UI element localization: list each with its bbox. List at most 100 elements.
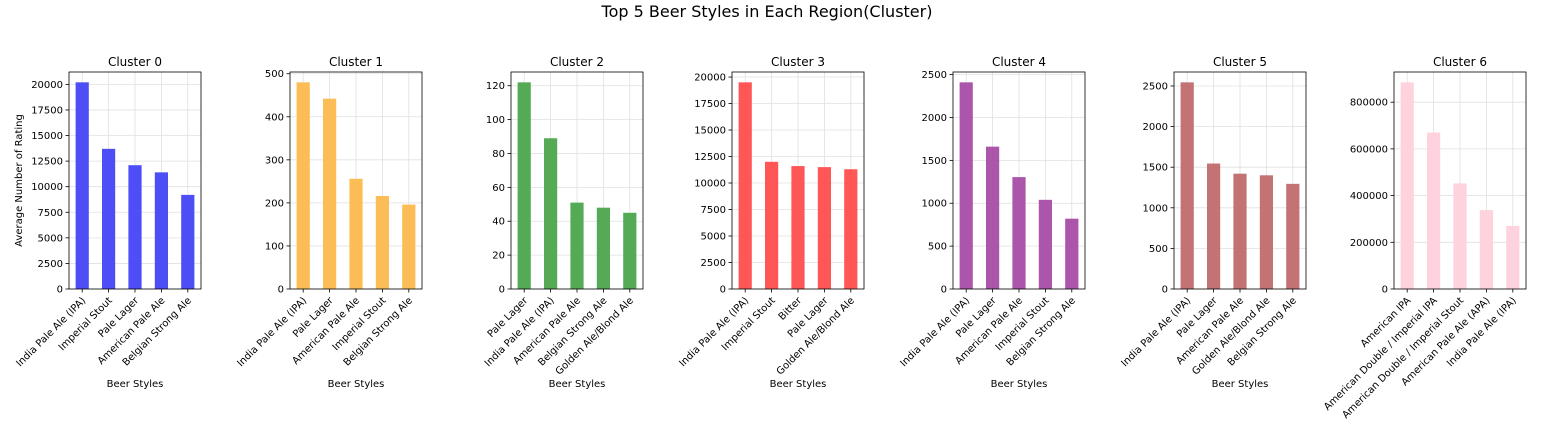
- y-tick-label: 400: [265, 112, 284, 123]
- panel-title: Cluster 2: [550, 55, 604, 69]
- y-tick-label: 2500: [922, 70, 947, 81]
- bar-3-0: [738, 82, 752, 289]
- chart-panel-0: 02500500075001000012500150001750020000In…: [14, 55, 202, 390]
- bar-5-0: [1180, 82, 1194, 289]
- y-tick-label: 500: [1149, 244, 1168, 255]
- y-tick-label: 1000: [922, 199, 947, 210]
- y-tick-label: 200: [265, 198, 284, 209]
- bar-1-1: [323, 98, 337, 289]
- bar-0-1: [102, 148, 116, 289]
- bar-4-0: [959, 82, 973, 289]
- y-tick-label: 5000: [38, 233, 63, 244]
- y-tick-label: 17500: [694, 99, 726, 110]
- x-axis-label: Beer Styles: [1212, 379, 1269, 390]
- y-tick-label: 12500: [31, 157, 63, 168]
- bar-1-4: [402, 204, 416, 289]
- y-tick-label: 20000: [694, 73, 726, 84]
- bar-4-3: [1038, 199, 1052, 289]
- y-tick-label: 80: [492, 149, 505, 160]
- panel-title: Cluster 4: [992, 55, 1046, 69]
- bar-3-1: [765, 161, 779, 289]
- chart-panel-3: 02500500075001000012500150001750020000In…: [677, 55, 865, 390]
- y-tick-label: 10000: [694, 179, 726, 190]
- bar-5-3: [1259, 175, 1273, 289]
- bar-2-4: [623, 212, 637, 289]
- panel-title: Cluster 5: [1213, 55, 1267, 69]
- bar-5-1: [1207, 163, 1221, 289]
- bar-2-1: [544, 138, 558, 289]
- x-tick-label: American Double / Imperial IPA: [1322, 295, 1440, 413]
- bar-4-1: [986, 146, 1000, 289]
- y-tick-label: 800000: [1350, 98, 1388, 109]
- bar-3-2: [791, 166, 805, 289]
- y-tick-label: 0: [941, 285, 947, 296]
- y-tick-label: 0: [278, 285, 284, 296]
- y-tick-label: 7500: [701, 205, 726, 216]
- y-tick-label: 400000: [1350, 191, 1388, 202]
- y-tick-label: 0: [1382, 285, 1388, 296]
- y-tick-label: 0: [57, 285, 63, 296]
- bar-2-2: [570, 202, 584, 289]
- y-tick-label: 1000: [1143, 203, 1168, 214]
- bar-3-4: [844, 169, 858, 289]
- bar-4-4: [1065, 218, 1079, 289]
- x-axis-label: Beer Styles: [991, 379, 1048, 390]
- y-tick-label: 15000: [694, 126, 726, 137]
- y-tick-label: 0: [499, 285, 505, 296]
- panel-title: Cluster 6: [1433, 55, 1487, 69]
- bar-4-2: [1012, 177, 1026, 289]
- bar-3-3: [817, 167, 831, 289]
- y-tick-label: 500: [928, 242, 947, 253]
- chart-panels: 02500500075001000012500150001750020000In…: [14, 55, 1527, 421]
- y-tick-label: 20: [492, 251, 505, 262]
- x-axis-label: Beer Styles: [328, 379, 385, 390]
- bar-5-4: [1286, 183, 1300, 289]
- y-tick-label: 40: [492, 217, 505, 228]
- y-tick-label: 7500: [38, 208, 63, 219]
- y-tick-label: 120: [486, 81, 505, 92]
- y-tick-label: 20000: [31, 80, 63, 91]
- panel-title: Cluster 3: [771, 55, 825, 69]
- y-tick-label: 100: [486, 115, 505, 126]
- y-tick-label: 15000: [31, 131, 63, 142]
- panel-title: Cluster 0: [108, 55, 162, 69]
- y-tick-label: 200000: [1350, 238, 1388, 249]
- y-tick-label: 500: [265, 69, 284, 80]
- bar-5-2: [1233, 173, 1247, 289]
- bar-6-3: [1479, 210, 1493, 289]
- figure-title: Top 5 Beer Styles in Each Region(Cluster…: [601, 2, 933, 21]
- y-tick-label: 5000: [701, 232, 726, 243]
- bar-2-0: [517, 82, 531, 289]
- bar-1-2: [349, 178, 363, 289]
- y-tick-label: 100: [265, 241, 284, 252]
- bar-0-4: [181, 194, 195, 289]
- bar-0-0: [75, 82, 89, 289]
- panel-title: Cluster 1: [329, 55, 383, 69]
- y-tick-label: 0: [720, 285, 726, 296]
- bar-0-3: [154, 172, 168, 289]
- bar-6-2: [1453, 183, 1467, 289]
- bar-0-2: [128, 165, 142, 289]
- bar-6-4: [1506, 225, 1520, 289]
- y-tick-label: 2500: [38, 259, 63, 270]
- y-tick-label: 10000: [31, 182, 63, 193]
- y-tick-label: 2500: [1143, 81, 1168, 92]
- bar-6-0: [1400, 82, 1414, 289]
- bar-2-3: [596, 207, 610, 289]
- y-tick-label: 2500: [701, 258, 726, 269]
- y-tick-label: 2000: [922, 113, 947, 124]
- x-axis-label: Beer Styles: [107, 379, 164, 390]
- y-tick-label: 60: [492, 183, 505, 194]
- y-tick-label: 1500: [922, 156, 947, 167]
- y-tick-label: 17500: [31, 105, 63, 116]
- bar-1-3: [375, 196, 389, 289]
- y-tick-label: 600000: [1350, 144, 1388, 155]
- bar-6-1: [1427, 132, 1441, 289]
- y-tick-label: 1500: [1143, 163, 1168, 174]
